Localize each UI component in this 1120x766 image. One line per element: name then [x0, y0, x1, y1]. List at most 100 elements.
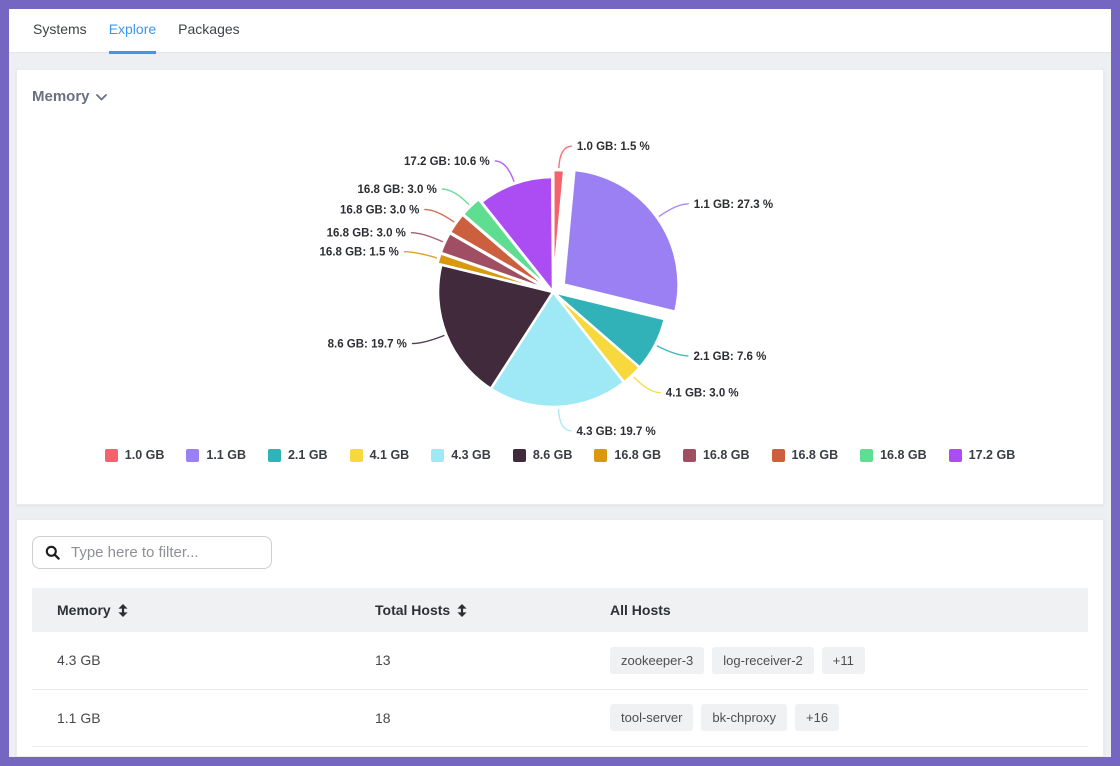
pie-slice-1-0-gb[interactable] [552, 168, 566, 287]
next-row-stub [32, 746, 1088, 756]
pie-leader-line [557, 408, 572, 432]
hosts-table: Memory Total Host [32, 588, 1088, 747]
pie-callout-label: 4.1 GB: 3.0 % [666, 388, 739, 400]
legend-label: 16.8 GB [880, 448, 927, 462]
legend-label: 1.1 GB [206, 448, 246, 462]
pie-callout-label: 16.8 GB: 3.0 % [358, 184, 437, 196]
pie-slice-8-6-gb[interactable] [436, 263, 555, 390]
table-row[interactable]: 4.3 GB 13 zookeeper-3 log-receiver-2 +11 [32, 632, 1088, 690]
legend-swatch [682, 448, 696, 462]
memory-card-header[interactable]: Memory [17, 70, 1103, 105]
legend-item[interactable]: 4.3 GB [431, 448, 491, 462]
pie-callout-label: 17.2 GB: 10.6 % [404, 156, 490, 168]
filter-input[interactable] [32, 536, 272, 569]
tab-systems-label: Systems [33, 20, 87, 37]
hosts-table-card: Memory Total Host [16, 519, 1104, 757]
legend-item[interactable]: 1.1 GB [186, 448, 246, 462]
host-chip[interactable]: tool-server [610, 704, 694, 731]
pie-leader-line [410, 232, 444, 243]
pie-callout-label: 1.0 GB: 1.5 % [577, 141, 650, 153]
column-total-hosts-label: Total Hosts [375, 602, 451, 618]
legend-item[interactable]: 8.6 GB [512, 448, 573, 462]
pie-callout-label: 1.1 GB: 27.3 % [694, 199, 773, 211]
column-header-memory[interactable]: Memory [32, 588, 350, 632]
column-header-total-hosts[interactable]: Total Hosts [350, 588, 585, 632]
pie-callout-label: 16.8 GB: 3.0 % [327, 228, 406, 240]
legend-swatch [267, 448, 281, 462]
legend-label: 16.8 GB [702, 448, 750, 462]
more-hosts-chip[interactable]: +11 [821, 646, 865, 674]
legend-item[interactable]: 16.8 GB [771, 448, 839, 462]
legend-swatch [512, 448, 526, 462]
cell-memory: 4.3 GB [32, 632, 350, 690]
legend-item[interactable]: 4.1 GB [349, 448, 410, 462]
pie-leader-line [494, 160, 515, 182]
chevron-down-icon [95, 94, 107, 101]
cell-total-hosts: 18 [350, 689, 585, 747]
legend-label: 8.6 GB [532, 448, 573, 462]
sort-icon[interactable] [118, 603, 128, 617]
legend-label: 16.8 GB [791, 448, 839, 462]
legend-item[interactable]: 16.8 GB [682, 448, 750, 462]
legend-label: 1.0 GB [124, 448, 165, 462]
tab-bar: Systems Explore Packages [9, 9, 1111, 54]
cell-memory: 1.1 GB [32, 689, 350, 747]
legend-swatch [349, 448, 363, 462]
search-icon [45, 545, 60, 560]
legend-label: 4.1 GB [369, 448, 410, 462]
cell-all-hosts: zookeeper-3 log-receiver-2 +11 [585, 632, 1088, 690]
pie-slice-17-2-gb[interactable] [480, 175, 555, 294]
pie-leader-line [424, 208, 455, 223]
pie-leader-line [558, 145, 572, 169]
legend-swatch [594, 448, 608, 462]
memory-chart-card: Memory 1.0 GB: 1.5 % 1.1 GB: 27.3 % 2.1 GB… [16, 69, 1104, 505]
tab-explore[interactable]: Explore [98, 9, 167, 54]
legend-swatch [104, 448, 118, 462]
tab-explore-label: Explore [108, 9, 157, 54]
legend-swatch [186, 448, 200, 462]
column-memory-label: Memory [57, 602, 111, 618]
legend-swatch [948, 448, 962, 462]
pie-leader-line [441, 188, 470, 206]
pie-slice-16-8-gb[interactable] [461, 197, 552, 291]
filter-box [32, 536, 272, 569]
legend-item[interactable]: 2.1 GB [267, 448, 328, 462]
table-header-row: Memory Total Host [32, 588, 1088, 632]
host-chip[interactable]: zookeeper-3 [610, 646, 705, 674]
pie-leader-line [658, 203, 689, 218]
pie-callout-label: 8.6 GB: 19.7 % [328, 339, 407, 351]
tab-systems[interactable]: Systems [22, 9, 98, 52]
legend-swatch [860, 448, 874, 462]
table-row[interactable]: 1.1 GB 18 tool-server bk-chproxy +16 [32, 689, 1088, 747]
pie-leader-line [656, 345, 689, 357]
host-chip[interactable]: bk-chproxy [701, 704, 787, 731]
hosts-table-wrap: Memory Total Host [32, 588, 1088, 747]
legend-swatch [771, 448, 785, 462]
more-hosts-chip[interactable]: +16 [795, 704, 840, 731]
legend-swatch [431, 448, 445, 462]
pie-callout-label: 16.8 GB: 3.0 % [340, 204, 419, 216]
column-all-hosts-label: All Hosts [610, 602, 671, 618]
legend-item[interactable]: 17.2 GB [948, 448, 1015, 462]
legend-label: 4.3 GB [451, 448, 491, 462]
pie-leader-line [411, 334, 445, 345]
column-header-all-hosts: All Hosts [585, 588, 1088, 632]
pie-leader-line [403, 251, 438, 259]
legend-item[interactable]: 1.0 GB [104, 448, 165, 462]
sort-icon[interactable] [457, 603, 467, 617]
host-chip[interactable]: log-receiver-2 [712, 646, 814, 674]
cell-all-hosts: tool-server bk-chproxy +16 [585, 689, 1088, 747]
pie-callout-label: 4.3 GB: 19.7 % [577, 426, 656, 438]
pie-callout-label: 2.1 GB: 7.6 % [694, 351, 767, 363]
tab-packages[interactable]: Packages [167, 9, 250, 52]
pie-slice-4-3-gb[interactable] [489, 290, 626, 409]
legend-item[interactable]: 16.8 GB [860, 448, 927, 462]
pie-slice-1-1-gb[interactable] [562, 168, 680, 313]
cell-total-hosts: 13 [350, 632, 585, 690]
pie-leader-line [633, 376, 661, 394]
legend-label: 16.8 GB [614, 448, 661, 462]
pie-callout-label: 16.8 GB: 1.5 % [320, 247, 399, 259]
chart-legend: 1.0 GB 1.1 GB 2.1 GB 4.1 GB 4.3 GB 8.6 GB 16.8… [17, 448, 1103, 462]
legend-item[interactable]: 16.8 GB [594, 448, 661, 462]
